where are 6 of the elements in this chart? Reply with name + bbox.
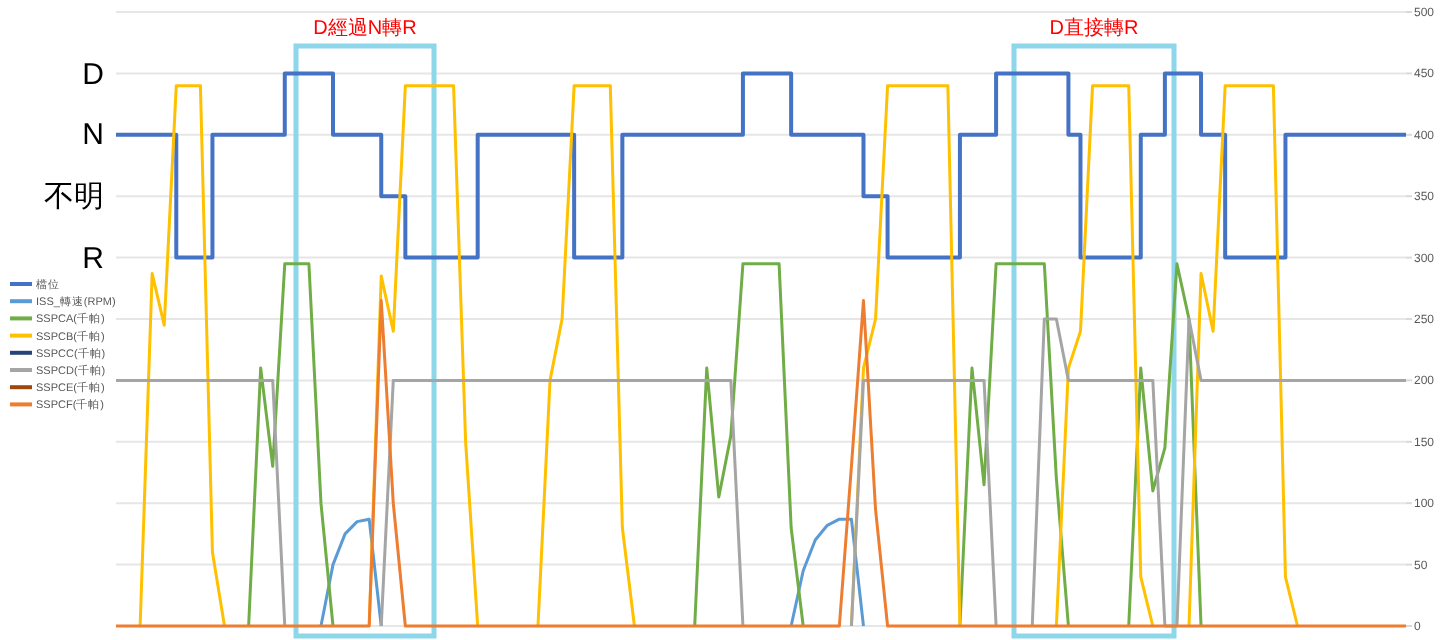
annotation: D直接轉R <box>1049 16 1139 40</box>
text: D <box>82 58 105 92</box>
text: N <box>82 118 104 152</box>
text: 不明 <box>44 180 104 214</box>
text: R <box>82 242 105 276</box>
annotation: D經過N轉R <box>313 18 417 40</box>
